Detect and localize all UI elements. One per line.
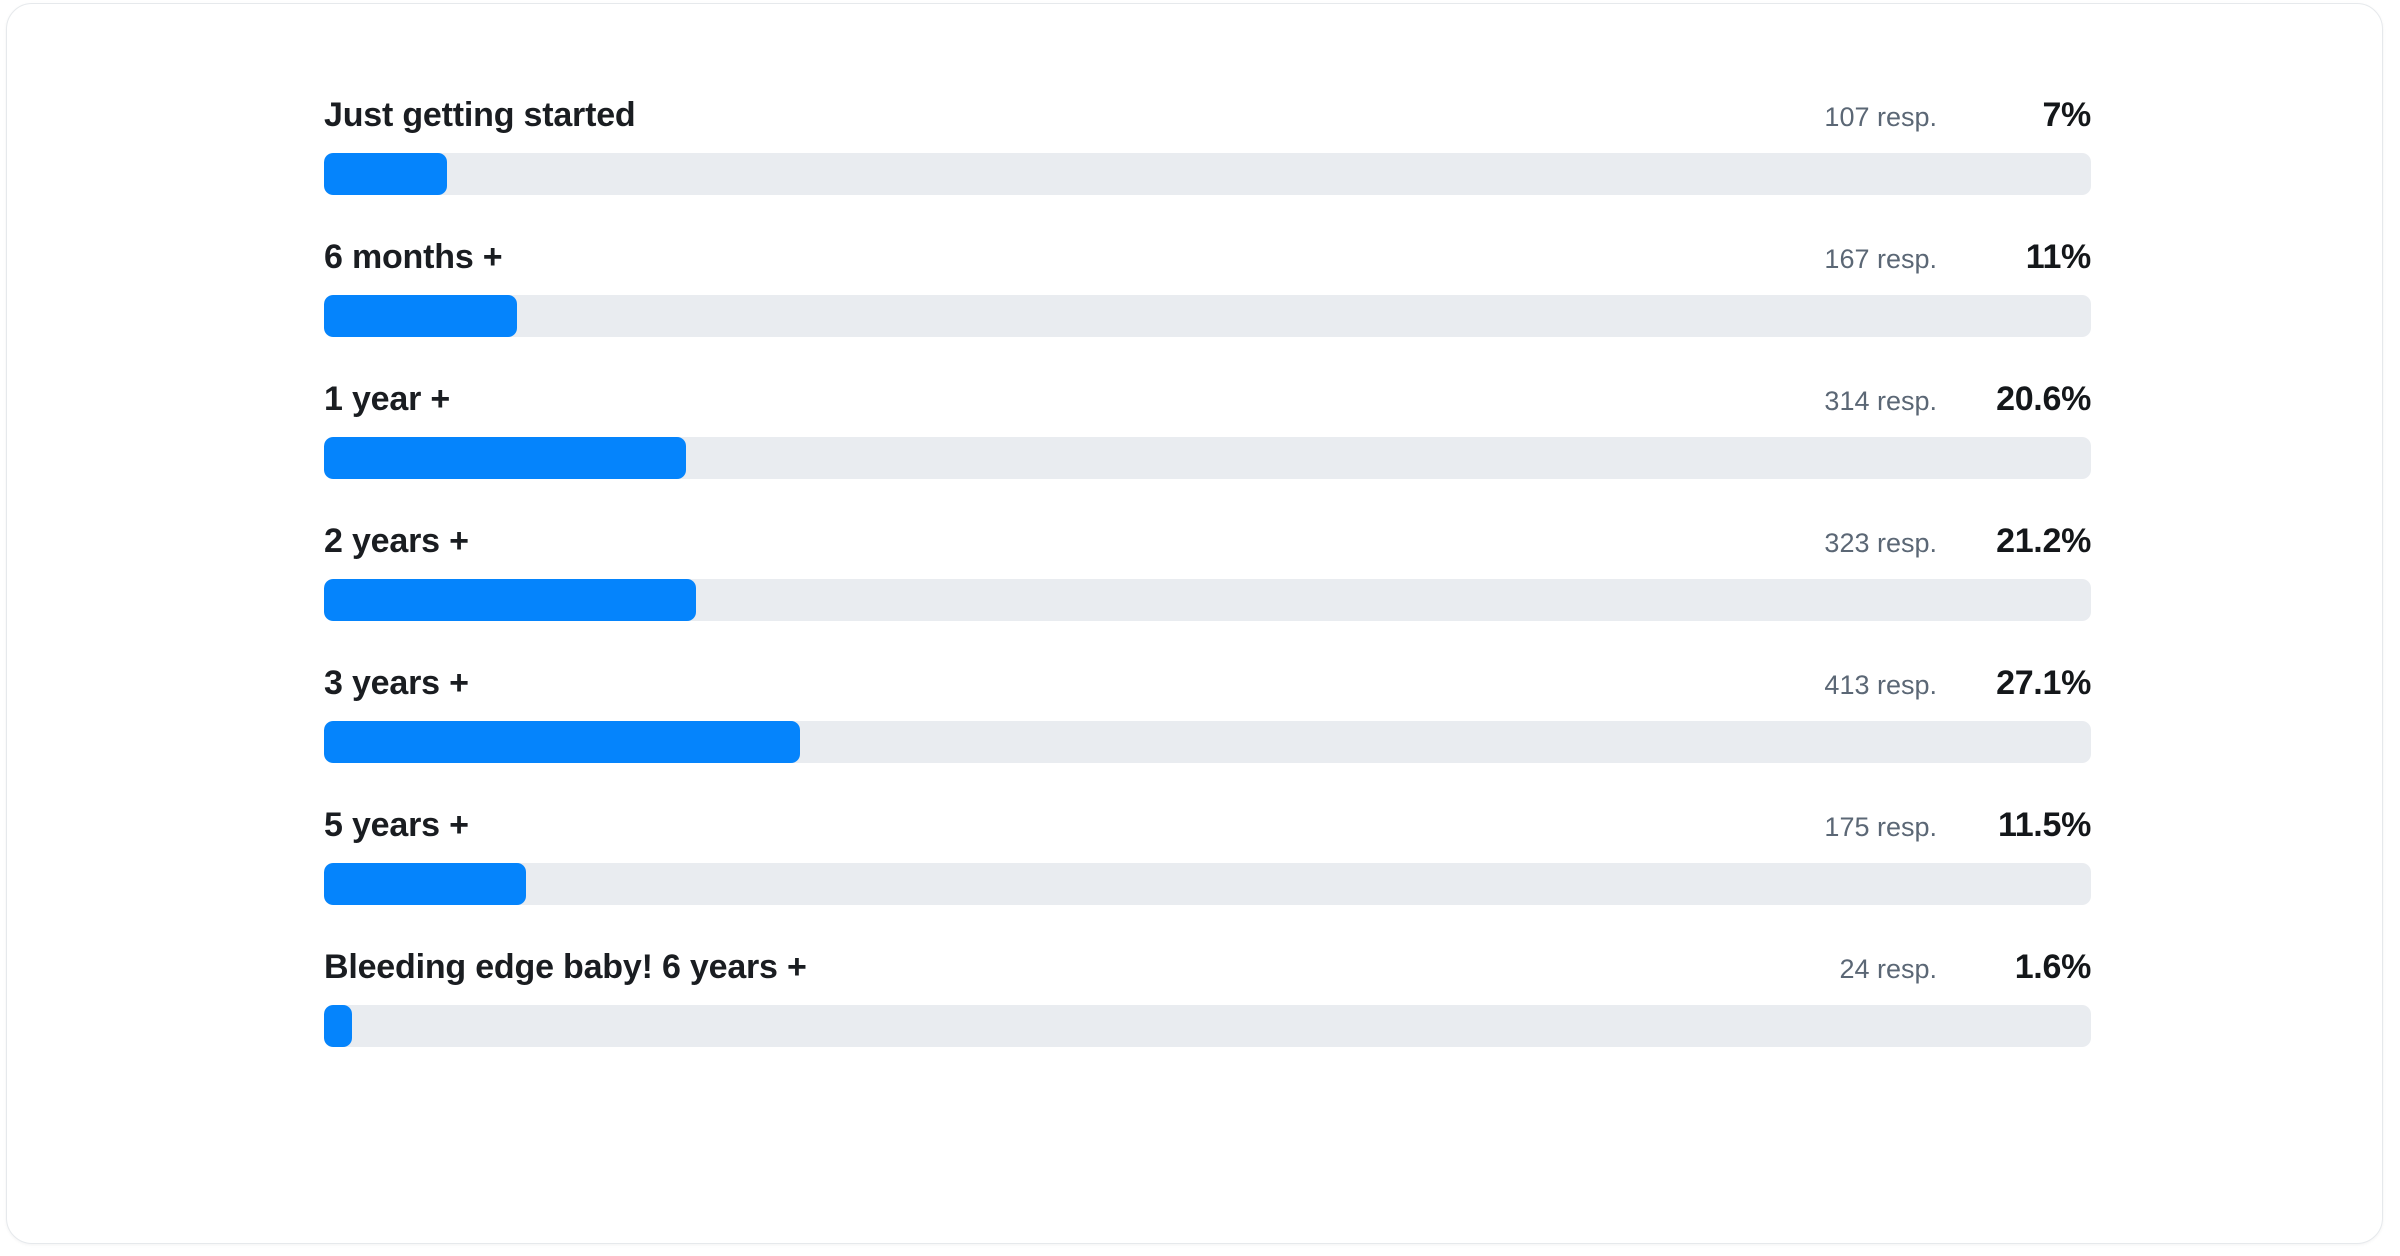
bar-row-count: 107 resp. [1824, 102, 1937, 132]
bar-fill [324, 295, 518, 337]
bar-fill [324, 579, 697, 621]
bar-row-percent: 27.1% [1996, 664, 2091, 702]
bar-fill [324, 1005, 353, 1047]
bar-track [324, 721, 2091, 763]
bar-row-header: Just getting started 107 resp. 7% [324, 96, 2091, 138]
bar-row-values: 175 resp. 11.5% [1767, 806, 2091, 845]
bar-row-values: 107 resp. 7% [1767, 96, 2091, 135]
bar-row-percent: 20.6% [1996, 380, 2091, 418]
bar-row-count: 413 resp. [1824, 670, 1937, 700]
bar-row-percent: 1.6% [2014, 948, 2092, 986]
bar-row-percent: 7% [2042, 96, 2091, 134]
bar-fill [324, 437, 686, 479]
bar-row-header: Bleeding edge baby! 6 years + 24 resp. 1… [324, 948, 2091, 990]
bar-row: 3 years + 413 resp. 27.1% [324, 664, 2091, 763]
bar-row: Just getting started 107 resp. 7% [324, 96, 2091, 195]
bar-row-label: Just getting started [324, 96, 636, 134]
bar-row-percent: 11% [2025, 238, 2092, 276]
bar-track [324, 863, 2091, 905]
bar-track [324, 579, 2091, 621]
bar-row-label: Bleeding edge baby! 6 years + [324, 948, 807, 986]
bar-row-header: 5 years + 175 resp. 11.5% [324, 806, 2091, 848]
bar-row-count: 167 resp. [1824, 244, 1937, 274]
bar-row-values: 323 resp. 21.2% [1767, 522, 2091, 561]
bar-row-percent: 21.2% [1996, 522, 2091, 560]
bar-row-count: 314 resp. [1824, 386, 1937, 416]
bar-row-count: 175 resp. [1824, 812, 1937, 842]
bar-row-label: 3 years + [324, 664, 469, 702]
bar-row: 1 year + 314 resp. 20.6% [324, 380, 2091, 479]
bar-chart: Just getting started 107 resp. 7% 6 mont… [324, 96, 2091, 1047]
bar-row-header: 3 years + 413 resp. 27.1% [324, 664, 2091, 706]
bar-row: 2 years + 323 resp. 21.2% [324, 522, 2091, 621]
bar-row: 5 years + 175 resp. 11.5% [324, 806, 2091, 905]
bar-row: Bleeding edge baby! 6 years + 24 resp. 1… [324, 948, 2091, 1047]
bar-row-values: 413 resp. 27.1% [1767, 664, 2091, 703]
bar-row-label: 6 months + [324, 238, 503, 276]
bar-row-values: 314 resp. 20.6% [1767, 380, 2091, 419]
bar-row-count: 323 resp. [1824, 528, 1937, 558]
bar-fill [324, 153, 447, 195]
survey-results-card: Just getting started 107 resp. 7% 6 mont… [6, 3, 2383, 1244]
bar-row-header: 6 months + 167 resp. 11% [324, 238, 2091, 280]
bar-row-label: 5 years + [324, 806, 469, 844]
bar-row: 6 months + 167 resp. 11% [324, 238, 2091, 337]
bar-track [324, 437, 2091, 479]
bar-row-header: 2 years + 323 resp. 21.2% [324, 522, 2091, 564]
bar-row-values: 24 resp. 1.6% [1767, 948, 2091, 987]
bar-row-values: 167 resp. 11% [1767, 238, 2091, 277]
bar-row-count: 24 resp. [1839, 954, 1937, 984]
bar-fill [324, 863, 526, 905]
bar-track [324, 295, 2091, 337]
bar-fill [324, 721, 800, 763]
bar-track [324, 153, 2091, 195]
bar-row-label: 1 year + [324, 380, 451, 418]
bar-track [324, 1005, 2091, 1047]
bar-row-label: 2 years + [324, 522, 469, 560]
bar-row-header: 1 year + 314 resp. 20.6% [324, 380, 2091, 422]
bar-row-percent: 11.5% [1997, 806, 2091, 844]
